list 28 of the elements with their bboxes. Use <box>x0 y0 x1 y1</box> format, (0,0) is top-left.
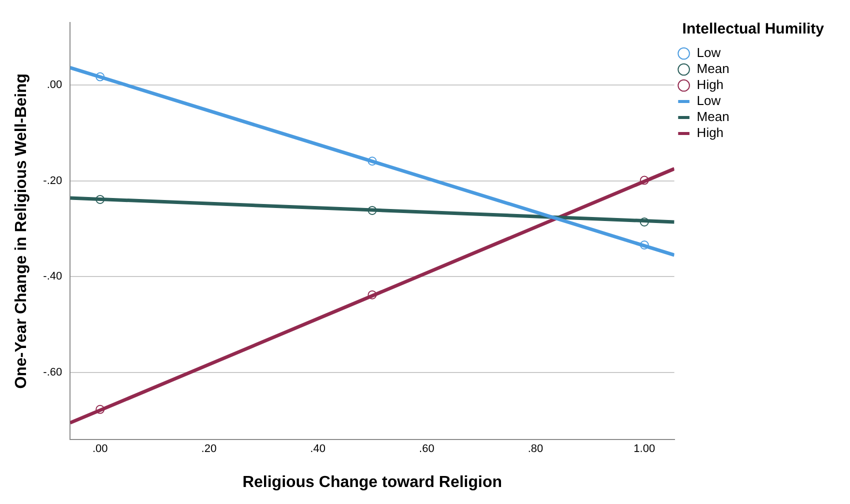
x-tick-label: .40 <box>310 443 326 456</box>
point <box>368 290 377 300</box>
y-tick-label: -.60 <box>43 366 62 379</box>
y-tick-label: .00 <box>46 78 62 91</box>
point <box>640 217 649 226</box>
point <box>96 72 105 82</box>
x-tick-label: .60 <box>419 443 434 456</box>
point <box>640 240 649 250</box>
legend-label: Mean <box>696 109 730 124</box>
legend-label: Low <box>696 93 722 108</box>
x-tick-label: .00 <box>92 443 108 456</box>
y-axis-title: One-Year Change in Religious Well-Being <box>13 73 30 389</box>
x-tick-label: .80 <box>528 443 544 456</box>
y-tick-label: -.40 <box>43 270 62 283</box>
legend-label: Mean <box>696 61 730 76</box>
legend-label: High <box>696 125 724 140</box>
legend-title: Intellectual Humility <box>682 20 825 38</box>
y-tick-label: -.20 <box>43 174 62 187</box>
legend-label: High <box>696 77 724 92</box>
point <box>96 404 105 414</box>
x-tick-label: .20 <box>201 443 217 456</box>
legend-label: Low <box>696 45 722 60</box>
x-tick-label: 1.00 <box>634 443 656 456</box>
point <box>96 194 105 204</box>
point <box>640 176 649 185</box>
point <box>368 156 377 166</box>
x-axis-title: Religious Change toward Religion <box>242 474 502 491</box>
point <box>368 206 377 215</box>
